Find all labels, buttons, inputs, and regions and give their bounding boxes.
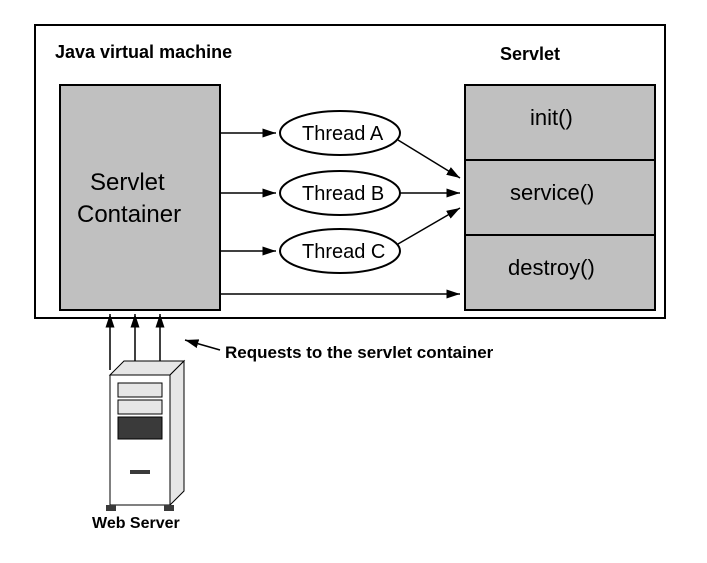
web-server-icon <box>106 361 184 511</box>
thread-a-label: Thread A <box>302 123 384 145</box>
arrow-requests-label <box>185 340 220 350</box>
arrow-thread-c-to-service <box>398 208 460 244</box>
jvm-label: Java virtual machine <box>55 42 232 62</box>
container-label-2: Container <box>77 201 181 228</box>
thread-c-label: Thread C <box>302 241 385 263</box>
diagram: Java virtual machine Servlet Servlet Con… <box>0 0 707 563</box>
servlet-label: Servlet <box>500 44 560 64</box>
destroy-label: destroy() <box>508 255 595 280</box>
servlet-container-box <box>60 85 220 310</box>
thread-b-label: Thread B <box>302 183 384 205</box>
service-label: service() <box>510 180 594 205</box>
container-label-1: Servlet <box>90 169 165 196</box>
arrow-thread-a-to-service <box>398 140 460 178</box>
web-server-label: Web Server <box>92 515 180 532</box>
requests-label: Requests to the servlet container <box>225 343 494 362</box>
init-label: init() <box>530 105 573 130</box>
